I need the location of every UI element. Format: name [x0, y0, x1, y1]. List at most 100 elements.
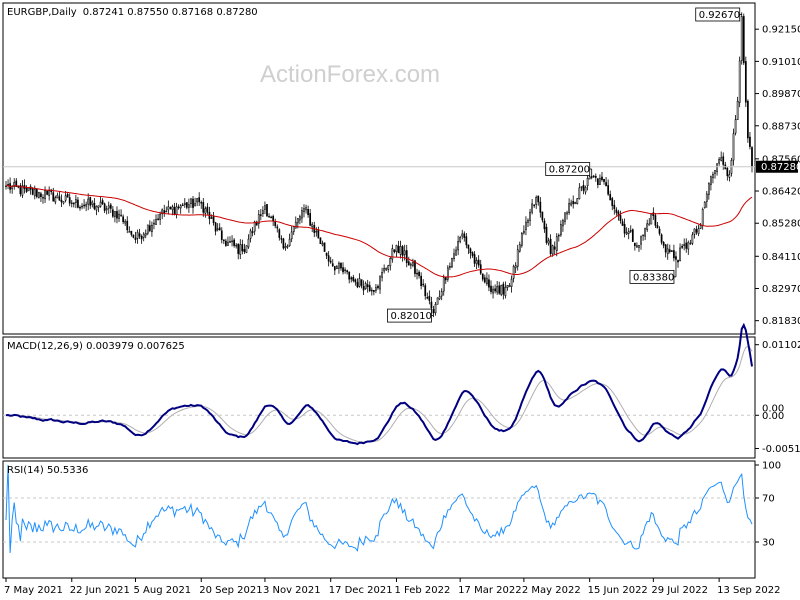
candle-body	[194, 203, 196, 207]
annotation-box	[695, 7, 741, 22]
candle-body	[496, 286, 499, 293]
candle-body	[368, 285, 371, 292]
candle-body	[225, 240, 227, 246]
candle-body	[627, 231, 630, 234]
candle-body	[584, 186, 587, 193]
candle-body	[91, 201, 94, 205]
candle-body	[278, 229, 281, 238]
candle-body	[422, 283, 425, 286]
candle-body	[407, 261, 410, 266]
candle-body	[185, 202, 188, 208]
candle-body	[99, 201, 102, 207]
candle-body	[444, 276, 447, 281]
x-tick-label: 13 Sep 2022	[717, 585, 780, 596]
rsi-tick-label: 70	[762, 494, 775, 505]
price-tick-label: 0.84110	[762, 252, 800, 263]
candle-body	[529, 211, 531, 221]
candle-body	[385, 267, 388, 271]
candle-body	[155, 219, 157, 225]
candle-body	[206, 206, 209, 213]
candle-body	[286, 245, 289, 248]
x-tick-label: 17 Dec 2021	[329, 585, 393, 596]
candle-body	[344, 269, 346, 271]
candle-body	[264, 205, 266, 210]
candle-body	[744, 61, 747, 103]
x-tick-label: 15 Jun 2022	[588, 585, 648, 596]
candle-body	[251, 231, 254, 233]
candle-body	[720, 157, 723, 161]
candle-body	[670, 250, 673, 252]
candle-body	[599, 178, 601, 185]
candle-body	[274, 221, 277, 227]
candle-body	[124, 221, 127, 224]
candle-body	[416, 272, 418, 275]
candle-body	[494, 288, 496, 292]
candle-body	[257, 214, 260, 225]
x-tick-label: 20 Sep 2021	[199, 585, 262, 596]
candle-body	[486, 277, 488, 285]
candle-body	[307, 209, 309, 215]
candle-body	[220, 230, 223, 240]
candle-body	[555, 236, 558, 251]
candle-body	[451, 257, 453, 268]
candle-body	[350, 277, 353, 280]
candle-body	[52, 192, 55, 202]
candle-body	[118, 213, 120, 219]
candle-body	[446, 267, 449, 280]
candle-body	[691, 234, 694, 244]
candle-body	[58, 196, 61, 201]
candle-body	[666, 248, 669, 254]
macd-tick-label: -0.005182	[762, 444, 800, 455]
annotation-box	[545, 162, 591, 176]
candle-body	[414, 260, 416, 274]
candle-body	[553, 246, 556, 250]
candle-body	[19, 185, 22, 195]
candle-body	[383, 267, 386, 272]
candle-body	[642, 234, 644, 237]
candle-body	[473, 254, 476, 264]
candle-body	[712, 174, 714, 179]
candle-body	[463, 233, 466, 238]
candle-body	[75, 199, 77, 203]
candle-body	[393, 249, 396, 253]
rsi-tick-label: 100	[762, 461, 781, 472]
candle-body	[656, 225, 659, 229]
candle-body	[525, 221, 527, 230]
candle-body	[218, 227, 221, 231]
candle-body	[502, 283, 505, 295]
macd-layer	[3, 322, 755, 446]
candle-body	[652, 212, 655, 217]
candle-body	[623, 223, 626, 234]
price-layer: 0.92670 0.87200 0.83380 0.82010	[3, 7, 755, 323]
candle-body	[636, 245, 638, 248]
candle-body	[54, 197, 57, 203]
candle-body	[705, 193, 708, 202]
candle-body	[475, 260, 478, 265]
candle-body	[103, 203, 106, 211]
candle-body	[44, 190, 46, 200]
candle-body	[116, 211, 118, 219]
candle-body	[586, 178, 589, 186]
candle-body	[364, 283, 367, 289]
annotation-label: 0.87200	[549, 165, 590, 176]
candle-body	[292, 226, 295, 233]
candle-body	[42, 197, 44, 199]
candle-body	[179, 205, 182, 209]
candle-body	[391, 248, 394, 260]
candle-body	[570, 202, 573, 206]
candle-body	[697, 228, 700, 234]
candle-body	[438, 296, 441, 300]
candle-body	[93, 203, 96, 209]
price-tick-label: 0.88730	[762, 121, 800, 132]
candle-body	[395, 244, 398, 252]
candle-body	[204, 208, 207, 214]
candle-body	[479, 264, 482, 274]
price-panel	[2, 2, 756, 335]
candle-body	[169, 207, 172, 209]
candle-body	[202, 202, 205, 213]
axis-layer: 0.92150 0.91010 0.89870 0.88730 0.87560 0.864…	[4, 25, 800, 596]
candle-body	[611, 198, 614, 206]
candle-body	[648, 223, 651, 226]
rsi-line	[5, 464, 753, 553]
